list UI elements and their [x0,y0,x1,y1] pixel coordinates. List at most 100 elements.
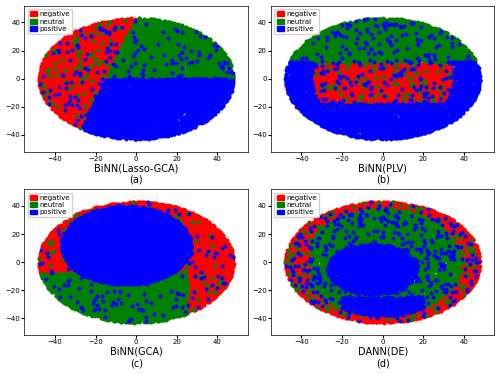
Point [388,57,396,63]
Point [308,288,316,294]
Point [409,254,417,260]
Point [404,247,412,253]
Point [52,255,60,261]
Point [358,270,366,276]
Point [215,233,223,239]
Point [84,37,92,43]
Point [408,311,416,317]
Point [356,88,364,94]
Point [162,231,170,237]
Point [422,275,430,281]
Point [189,97,197,103]
Point [326,213,334,219]
Point [196,297,204,303]
Point [84,85,92,91]
Point [136,235,143,241]
Point [64,106,72,112]
Point [358,237,366,243]
Point [390,264,398,270]
Point [49,270,57,276]
Point [366,314,374,320]
Point [100,52,108,58]
Point [306,51,314,57]
Point [436,71,444,77]
Point [411,74,419,80]
Point [352,65,360,71]
Point [155,252,163,258]
Point [401,56,409,62]
Point [350,270,358,276]
Point [66,240,74,246]
Point [287,81,295,87]
Point [353,69,361,75]
Point [115,229,123,235]
Point [380,128,388,134]
Point [448,101,456,107]
Point [333,218,341,224]
Point [434,61,442,67]
Point [442,82,450,88]
Point [404,65,412,71]
Point [440,34,448,40]
Point [190,88,198,94]
Point [367,305,375,311]
Point [388,231,396,237]
Point [180,85,188,91]
Point [382,70,390,76]
Point [423,82,431,88]
Point [388,249,396,255]
Point [112,217,120,223]
Point [202,54,210,60]
Point [442,235,450,241]
Point [331,307,339,313]
Point [128,76,136,82]
Point [140,46,148,52]
Point [431,102,439,108]
Point [444,91,452,97]
Point [54,247,62,253]
Point [392,66,400,72]
Point [181,239,189,245]
Point [117,39,125,45]
Point [193,221,201,227]
Point [200,260,208,266]
Point [126,315,134,321]
Point [354,102,362,108]
Point [340,300,348,306]
Point [117,285,125,291]
Point [452,108,460,114]
Point [190,250,198,256]
Point [372,274,380,280]
Point [363,271,371,277]
Point [48,53,56,59]
Point [382,26,390,32]
Point [365,132,373,138]
Point [374,274,382,280]
Point [432,125,440,131]
Point [413,221,421,227]
Point [90,127,98,133]
Point [368,215,376,221]
Point [216,248,224,254]
Point [422,285,430,291]
Point [352,286,360,292]
Point [332,212,340,218]
Point [344,234,352,240]
Point [116,288,124,294]
Point [373,225,381,231]
Point [335,114,343,120]
Point [84,261,92,267]
Point [130,280,138,286]
Point [124,56,132,62]
Point [396,228,404,234]
Point [196,120,203,126]
Point [313,218,321,224]
Point [386,205,394,211]
Point [326,233,334,239]
Point [407,264,415,270]
Point [124,292,132,298]
Point [381,269,389,275]
Point [397,116,405,122]
Point [89,292,97,298]
Point [71,59,79,65]
